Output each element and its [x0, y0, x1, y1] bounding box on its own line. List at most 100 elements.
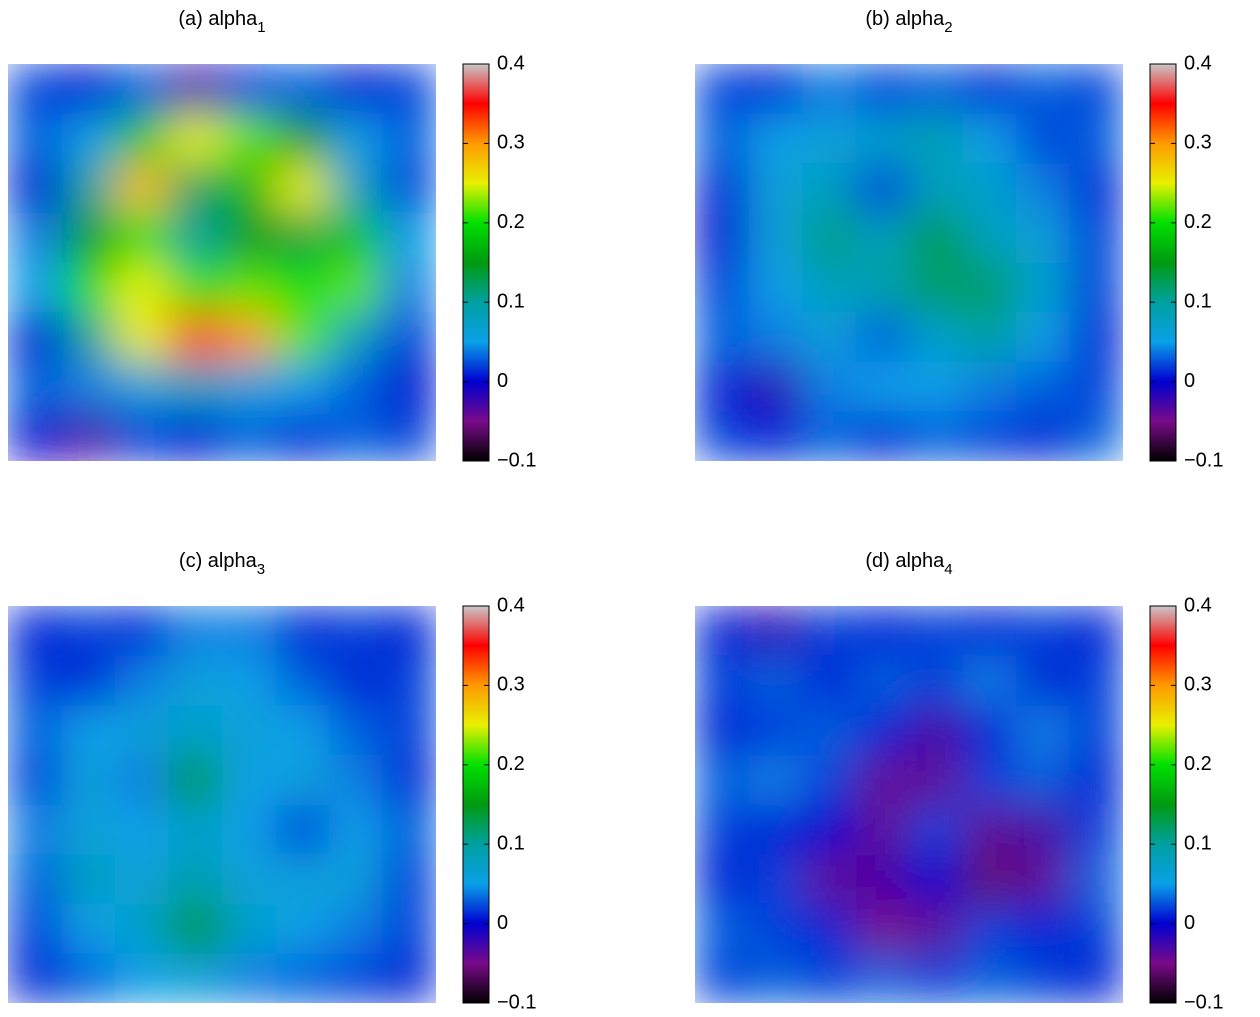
heat-cell: [61, 804, 116, 855]
heat-cell: [855, 953, 910, 1003]
heat-cell: [8, 64, 62, 115]
heat-cell: [61, 64, 116, 115]
colorbar: [462, 63, 490, 462]
heat-cell: [802, 754, 856, 805]
heat-cell: [275, 411, 330, 461]
heat-cell: [382, 212, 436, 263]
heat-cell: [1069, 312, 1123, 363]
heat-cell: [115, 804, 169, 855]
heat-cell: [802, 411, 856, 461]
heat-cell: [168, 804, 223, 855]
heat-cell: [115, 163, 169, 214]
heat-cell: [802, 361, 856, 412]
heat-cell: [962, 804, 1017, 855]
heat-cell: [168, 606, 223, 657]
heat-cell: [909, 804, 963, 855]
title-main: (c) alpha: [179, 550, 258, 572]
heat-cell: [695, 312, 749, 363]
colorbar-tick-label: 0.4: [1184, 594, 1212, 616]
heat-cell: [1016, 804, 1070, 855]
heat-cell: [748, 754, 803, 805]
heat-cell: [962, 361, 1017, 412]
heat-cell: [962, 903, 1017, 954]
heatmap-cells: [8, 64, 436, 461]
heat-cell: [962, 163, 1017, 214]
heat-cell: [748, 655, 803, 706]
heat-cell: [802, 113, 856, 164]
panel: (b) alpha2 −0.1 0 0.1 0.2 0.3 0.4: [695, 8, 1223, 471]
heat-cell: [748, 163, 803, 214]
colorbar-tick-label: 0.2: [1184, 211, 1212, 233]
heat-cell: [855, 64, 910, 115]
heat-cell: [748, 262, 803, 313]
heat-cell: [115, 606, 169, 657]
heat-cell: [8, 361, 62, 412]
colorbar-tick-label: 0.3: [1184, 674, 1212, 696]
heat-cell: [748, 606, 803, 657]
heat-cell: [695, 804, 749, 855]
heat-cell: [695, 953, 749, 1003]
heat-cell: [855, 754, 910, 805]
heat-cell: [222, 262, 276, 313]
heat-cell: [1069, 411, 1123, 461]
heat-cell: [329, 64, 383, 115]
heat-cell: [115, 113, 169, 164]
heat-cell: [802, 312, 856, 363]
heat-cell: [8, 411, 62, 461]
heat-cell: [61, 754, 116, 805]
heat-cell: [909, 212, 963, 263]
heat-cell: [1016, 212, 1070, 263]
heat-cell: [909, 655, 963, 706]
heat-cell: [748, 411, 803, 461]
heat-cell: [382, 262, 436, 313]
heat-cell: [1069, 655, 1123, 706]
colorbar-tick-label: 0.1: [497, 832, 525, 854]
heat-cell: [1016, 262, 1070, 313]
heat-cell: [8, 854, 62, 905]
heat-cell: [61, 113, 116, 164]
heat-cell: [168, 262, 223, 313]
heat-cell: [1016, 705, 1070, 756]
heat-cell: [1016, 312, 1070, 363]
heat-cell: [962, 854, 1017, 905]
heat-cell: [1016, 754, 1070, 805]
heat-cell: [802, 655, 856, 706]
heat-cell: [329, 903, 383, 954]
heat-cell: [695, 212, 749, 263]
heat-cell: [382, 903, 436, 954]
heat-cell: [909, 705, 963, 756]
colorbar-tick-label: 0.4: [497, 52, 525, 74]
heat-cell: [695, 705, 749, 756]
heat-cell: [329, 411, 383, 461]
heat-cell: [1069, 804, 1123, 855]
colorbar-tick-label: 0.4: [497, 594, 525, 616]
heat-cell: [748, 312, 803, 363]
heat-cell: [962, 64, 1017, 115]
heat-cell: [222, 754, 276, 805]
heat-cell: [8, 262, 62, 313]
heat-cell: [115, 655, 169, 706]
colorbar: [1149, 63, 1177, 462]
heat-cell: [222, 854, 276, 905]
heat-cell: [1069, 113, 1123, 164]
heat-cell: [695, 411, 749, 461]
heat-cell: [168, 212, 223, 263]
heat-cell: [382, 163, 436, 214]
heat-cell: [222, 212, 276, 263]
heat-cell: [855, 655, 910, 706]
heat-cell: [115, 705, 169, 756]
heat-cell: [1016, 113, 1070, 164]
title-main: (a) alpha: [178, 8, 258, 30]
heat-cell: [695, 361, 749, 412]
heat-cell: [855, 411, 910, 461]
heat-cell: [168, 411, 223, 461]
heat-cell: [329, 113, 383, 164]
heat-cell: [275, 903, 330, 954]
title-main: (d) alpha: [865, 550, 945, 572]
heat-cell: [222, 113, 276, 164]
heat-cell: [61, 212, 116, 263]
heat-cell: [275, 655, 330, 706]
heat-cell: [909, 411, 963, 461]
heat-cell: [329, 953, 383, 1003]
heat-cell: [909, 64, 963, 115]
